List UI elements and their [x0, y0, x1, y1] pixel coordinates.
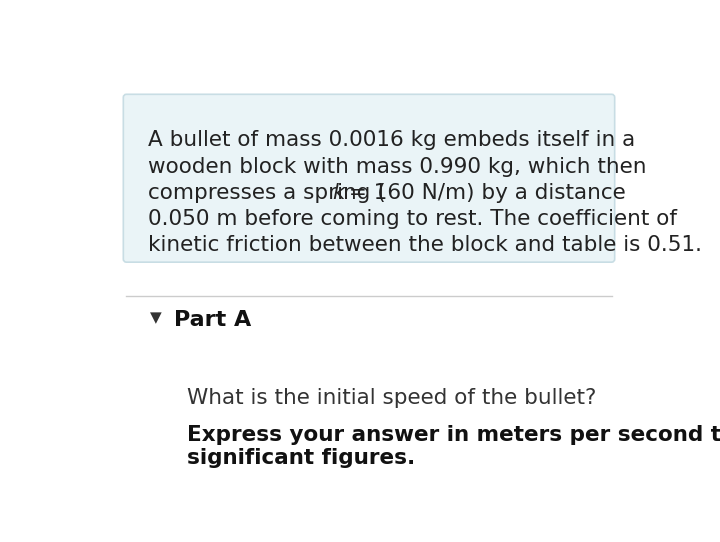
Text: Express your answer in meters per second to two: Express your answer in meters per second… — [187, 425, 720, 446]
Text: compresses a spring (: compresses a spring ( — [148, 183, 386, 203]
Text: = 160 N/m) by a distance: = 160 N/m) by a distance — [342, 183, 626, 203]
Text: 0.050 m before coming to rest. The coefficient of: 0.050 m before coming to rest. The coeff… — [148, 209, 677, 229]
Text: significant figures.: significant figures. — [187, 448, 415, 468]
Text: Part A: Part A — [174, 310, 251, 330]
Text: A bullet of mass 0.0016 kg embeds itself in a: A bullet of mass 0.0016 kg embeds itself… — [148, 131, 635, 151]
Text: What is the initial speed of the bullet?: What is the initial speed of the bullet? — [187, 389, 596, 409]
FancyBboxPatch shape — [123, 94, 615, 262]
Text: k: k — [333, 183, 345, 203]
Text: ▼: ▼ — [150, 310, 162, 325]
Text: wooden block with mass 0.990 kg, which then: wooden block with mass 0.990 kg, which t… — [148, 157, 647, 177]
Text: kinetic friction between the block and table is 0.51.: kinetic friction between the block and t… — [148, 235, 702, 255]
